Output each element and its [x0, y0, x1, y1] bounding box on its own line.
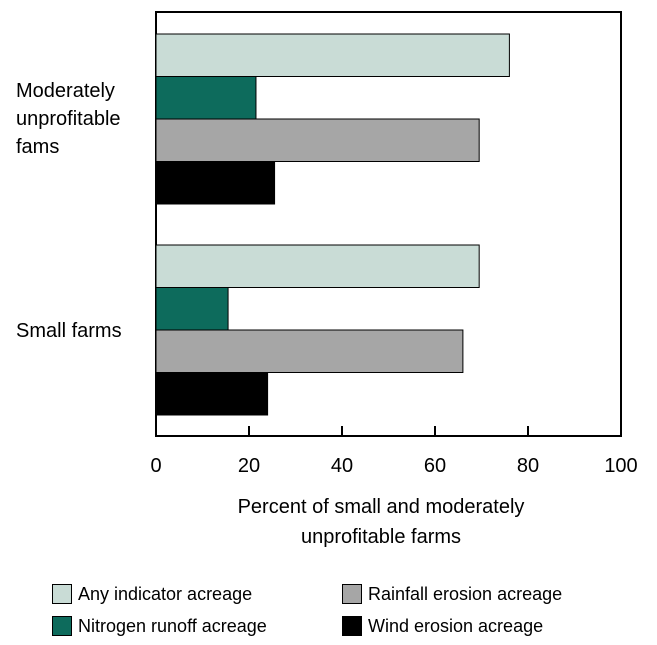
x-tick-label: 80	[517, 455, 539, 477]
bar-1-2	[155, 244, 480, 288]
bar-1-1	[155, 33, 510, 77]
bar-3-2	[155, 329, 464, 373]
x-tick-label: 0	[150, 455, 161, 477]
chart: Moderately unprofitable fams Small farms 0 20…	[16, 11, 638, 548]
x-axis-label: Percent of small and moderately unprofita…	[238, 496, 525, 548]
bar-2-1	[155, 76, 257, 120]
category-label: Small farms	[16, 320, 122, 342]
legend-swatch	[342, 584, 362, 604]
bar-2-2	[155, 287, 229, 331]
legend-item: Rainfall erosion acreage	[342, 582, 562, 606]
legend-item: Nitrogen runoff acreage	[52, 614, 267, 638]
x-tick-label: 60	[424, 455, 446, 477]
bar-4-1	[155, 161, 276, 205]
legend-label: Rainfall erosion acreage	[368, 583, 563, 604]
bar-3-1	[155, 118, 480, 162]
category-label: Moderately unprofitable fams	[16, 80, 121, 158]
legend: Any indicator acreage Nitrogen runoff acr…	[52, 580, 632, 644]
legend-swatch	[52, 616, 72, 636]
legend-swatch	[52, 584, 72, 604]
legend-item: Any indicator acreage	[52, 582, 252, 606]
legend-swatch	[342, 616, 362, 636]
x-tick-label: 100	[604, 455, 637, 477]
legend-label: Wind erosion acreage	[368, 615, 544, 636]
legend-item: Wind erosion acreage	[342, 614, 543, 638]
x-tick-label: 40	[331, 455, 353, 477]
x-tick-label: 20	[238, 455, 260, 477]
legend-label: Nitrogen runoff acreage	[78, 615, 267, 636]
bar-4-2	[155, 372, 269, 416]
legend-label: Any indicator acreage	[78, 583, 253, 604]
plot-frame	[155, 11, 622, 437]
